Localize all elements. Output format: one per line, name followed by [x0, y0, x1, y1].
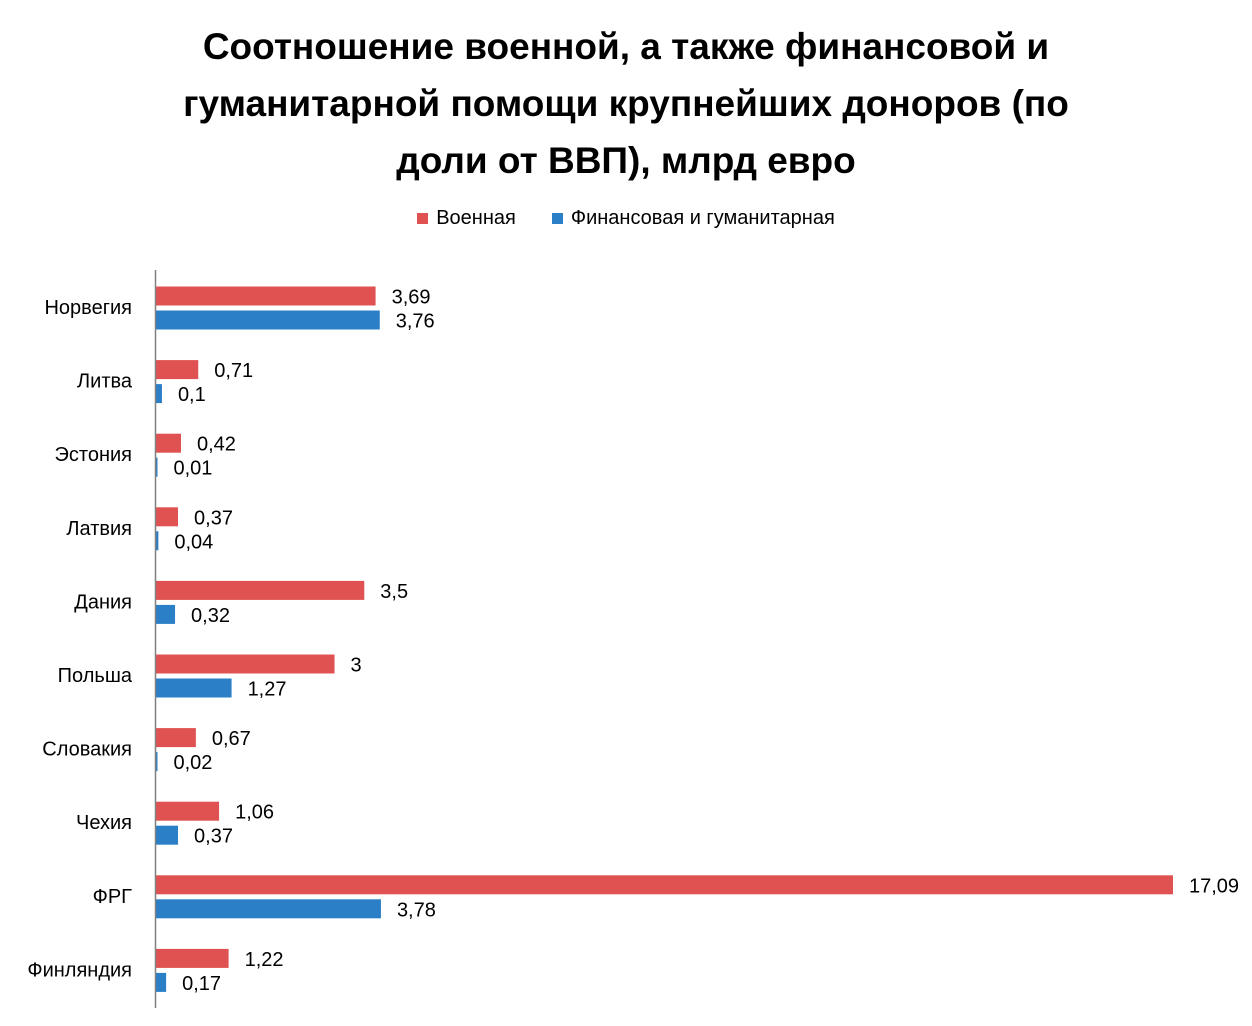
bar-financial	[156, 457, 158, 477]
bar-military	[156, 801, 220, 821]
bar-financial	[156, 752, 158, 772]
data-label-military: 1,22	[245, 949, 284, 971]
bar-military	[156, 360, 199, 380]
data-label-financial: 0,02	[174, 752, 213, 774]
data-label-financial: 0,01	[174, 458, 213, 480]
bar-financial	[156, 310, 380, 330]
legend-swatch-military	[417, 213, 429, 224]
bar-financial	[156, 384, 162, 404]
category-label: Чехия	[76, 812, 132, 834]
bar-military	[156, 728, 196, 748]
chart-title: Соотношение военной, а также финансовой …	[0, 18, 1252, 189]
data-label-financial: 0,1	[178, 384, 206, 406]
category-label: ФРГ	[93, 886, 133, 908]
data-label-financial: 0,17	[182, 973, 221, 995]
chart-title-line-1: Соотношение военной, а также финансовой …	[202, 26, 1050, 67]
legend-label-military: Военная	[436, 207, 516, 229]
chart-legend: Военная Финансовая и гуманитарная	[0, 207, 1252, 230]
bar-financial	[156, 531, 159, 551]
bar-military	[156, 507, 179, 527]
data-label-financial: 0,04	[174, 531, 213, 553]
legend-item-military: Военная	[417, 207, 516, 230]
data-label-military: 0,71	[214, 360, 253, 382]
data-label-military: 3,69	[392, 287, 431, 309]
bar-financial	[156, 972, 167, 992]
bar-financial	[156, 678, 232, 698]
data-label-financial: 0,32	[191, 605, 230, 627]
bar-financial	[156, 899, 381, 919]
data-label-financial: 1,27	[248, 679, 287, 701]
data-label-financial: 3,76	[396, 311, 435, 333]
bar-military	[156, 948, 229, 968]
data-label-military: 17,09	[1189, 875, 1239, 897]
chart-title-line-3: доли от ВВП), млрд евро	[396, 140, 856, 181]
category-label: Латвия	[66, 518, 132, 540]
data-label-military: 1,06	[235, 802, 274, 824]
bar-military	[156, 286, 376, 306]
category-label: Польша	[58, 665, 133, 687]
data-label-military: 3,5	[380, 581, 408, 603]
category-label: Эстония	[55, 444, 132, 466]
legend-swatch-financial	[551, 213, 563, 224]
data-label-military: 0,42	[197, 434, 236, 456]
bar-military	[156, 433, 181, 453]
legend-item-financial: Финансовая и гуманитарная	[551, 207, 835, 230]
data-label-military: 0,67	[212, 728, 251, 750]
bar-military	[156, 875, 1173, 895]
data-label-financial: 3,78	[397, 899, 436, 921]
chart-title-line-2: гуманитарной помощи крупнейших доноров (…	[183, 83, 1069, 124]
data-label-financial: 0,37	[194, 826, 233, 848]
bar-financial	[156, 604, 176, 624]
category-label: Финляндия	[27, 959, 132, 981]
category-label: Словакия	[42, 739, 132, 761]
bar-military	[156, 580, 365, 600]
category-label: Норвегия	[44, 297, 132, 319]
bar-financial	[156, 825, 179, 845]
data-label-military: 0,37	[194, 507, 233, 529]
data-label-military: 3	[351, 655, 362, 677]
legend-label-financial: Финансовая и гуманитарная	[570, 207, 835, 229]
category-label: Литва	[77, 371, 133, 393]
bar-military	[156, 654, 335, 674]
category-label: Дания	[74, 591, 132, 613]
